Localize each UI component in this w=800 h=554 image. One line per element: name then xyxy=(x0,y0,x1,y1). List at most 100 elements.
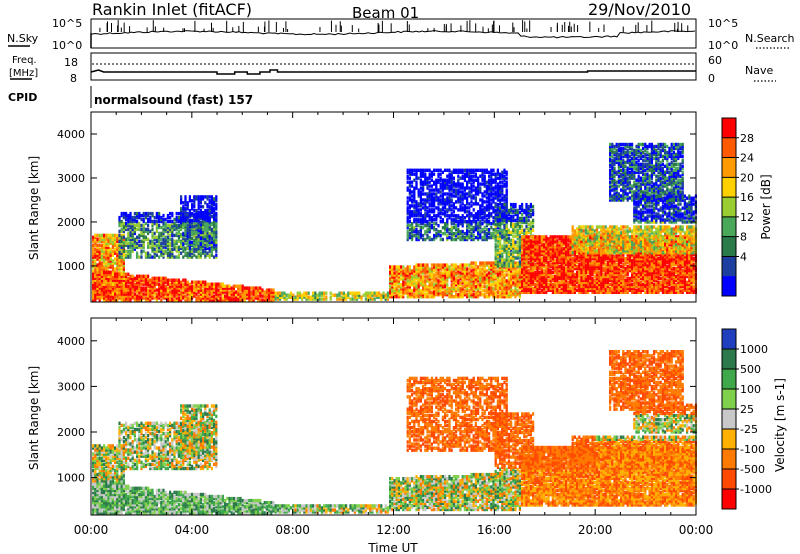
heatmap-cell xyxy=(140,288,143,292)
heatmap-cell xyxy=(202,240,205,245)
heatmap-cell xyxy=(523,241,526,245)
heatmap-cell xyxy=(120,237,123,241)
heatmap-cell xyxy=(100,280,103,284)
heatmap-cell xyxy=(461,192,464,196)
heatmap-cell xyxy=(457,214,460,218)
heatmap-cell xyxy=(208,296,211,300)
heatmap-cell xyxy=(426,196,429,200)
heatmap-cell xyxy=(193,195,196,199)
heatmap-cell xyxy=(406,170,409,174)
heatmap-cell xyxy=(109,298,112,302)
heatmap-cell xyxy=(204,224,207,229)
heatmap-cell xyxy=(488,283,491,287)
heatmap-cell xyxy=(417,295,420,299)
heatmap-cell xyxy=(417,220,420,224)
heatmap-cell xyxy=(455,263,458,267)
heatmap-cell xyxy=(96,239,99,243)
heatmap-cell xyxy=(166,280,169,284)
heatmap-cell xyxy=(499,198,502,202)
heatmap-cell xyxy=(180,234,183,239)
heatmap-cell xyxy=(173,247,176,251)
heatmap-cell xyxy=(147,223,150,228)
heatmap-cell xyxy=(114,269,117,273)
heatmap-cell xyxy=(191,211,194,216)
heatmap-cell xyxy=(516,234,519,238)
heatmap-cell xyxy=(298,295,301,299)
heatmap-cell xyxy=(503,262,506,266)
heatmap-cell xyxy=(529,228,532,232)
heatmap-cell xyxy=(109,284,112,288)
heatmap-cell xyxy=(391,295,394,299)
heatmap-cell xyxy=(490,206,493,210)
heatmap-cell xyxy=(492,231,495,236)
heatmap-cell xyxy=(217,282,220,286)
heatmap-cell xyxy=(103,282,106,286)
heatmap-cell xyxy=(147,211,150,216)
heatmap-cell xyxy=(408,176,411,180)
heatmap-cell xyxy=(206,284,209,288)
heatmap-cell xyxy=(479,188,482,192)
heatmap-cell xyxy=(450,228,453,232)
heatmap-cell xyxy=(490,212,493,216)
heatmap-cell xyxy=(512,242,515,246)
heatmap-cell xyxy=(419,218,422,222)
heatmap-cell xyxy=(109,274,112,278)
heatmap-cell xyxy=(505,224,508,229)
heatmap-cell xyxy=(450,285,453,289)
heatmap-cell xyxy=(534,284,537,289)
heatmap-cell xyxy=(116,284,119,288)
heatmap-cell xyxy=(268,296,271,300)
heatmap-cell xyxy=(261,288,264,292)
heatmap-cell xyxy=(193,288,196,292)
heatmap-cell xyxy=(105,249,108,253)
heatmap-cell xyxy=(499,279,502,283)
heatmap-cell xyxy=(518,269,521,273)
heatmap-cell xyxy=(98,243,101,247)
heatmap-cell xyxy=(103,278,106,282)
heatmap-cell xyxy=(197,280,200,284)
heatmap-cell xyxy=(243,296,246,300)
heatmap-cell xyxy=(142,282,145,286)
heatmap-cell xyxy=(455,224,458,228)
heatmap-cell xyxy=(155,249,158,253)
heatmap-cell xyxy=(140,286,143,290)
heatmap-cell xyxy=(512,256,515,260)
heatmap-cell xyxy=(279,293,282,297)
heatmap-cell xyxy=(215,240,218,245)
heatmap-cell xyxy=(195,195,198,199)
heatmap-cell xyxy=(450,267,453,271)
heatmap-cell xyxy=(210,232,213,237)
heatmap-cell xyxy=(518,242,521,246)
heatmap-cell xyxy=(505,176,508,180)
heatmap-cell xyxy=(169,233,172,238)
heatmap-cell xyxy=(499,186,502,190)
heatmap-cell xyxy=(439,212,442,216)
heatmap-cell xyxy=(507,262,510,266)
heatmap-cell xyxy=(406,293,409,297)
heatmap-cell xyxy=(514,277,517,281)
heatmap-cell xyxy=(532,264,535,269)
heatmap-cell xyxy=(193,220,196,225)
heatmap-cell xyxy=(455,220,458,224)
heatmap-cell xyxy=(422,271,425,275)
heatmap-cell xyxy=(505,267,508,271)
heatmap-cell xyxy=(92,286,95,290)
heatmap-cell xyxy=(463,194,466,198)
heatmap-cell xyxy=(202,222,205,227)
heatmap-cell xyxy=(452,190,455,194)
heatmap-cell xyxy=(188,286,191,290)
heatmap-cell xyxy=(155,223,158,228)
heatmap-cell xyxy=(129,211,132,216)
heatmap-cell xyxy=(151,276,154,280)
heatmap-cell xyxy=(512,252,515,256)
heatmap-cell xyxy=(514,293,517,297)
heatmap-cell xyxy=(118,255,121,259)
heatmap-cell xyxy=(195,218,198,223)
heatmap-cell xyxy=(210,207,213,211)
heatmap-cell xyxy=(215,294,218,298)
heatmap-cell xyxy=(149,292,152,296)
heatmap-cell xyxy=(483,285,486,289)
heatmap-cell xyxy=(483,220,486,224)
heatmap-cell xyxy=(153,276,156,280)
heatmap-cell xyxy=(444,269,447,273)
